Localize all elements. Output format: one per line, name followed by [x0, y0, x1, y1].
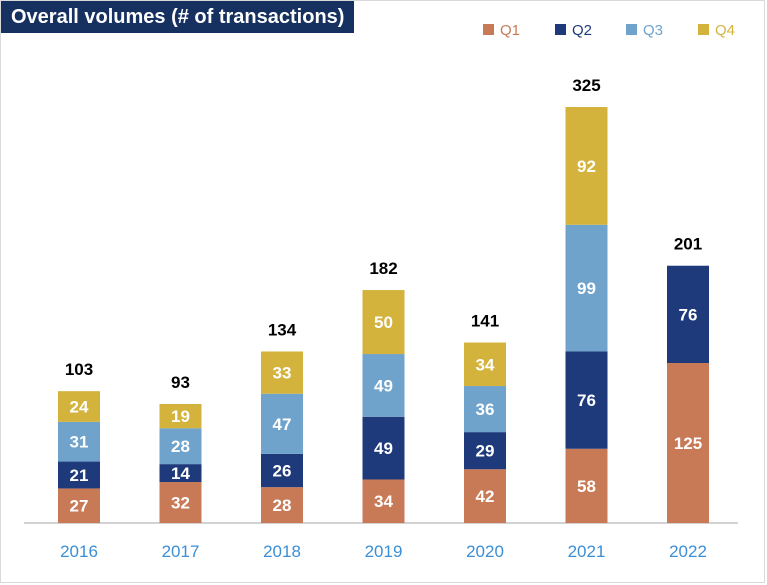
- data-label: 50: [374, 313, 393, 332]
- x-tick-label: 2021: [568, 542, 606, 561]
- bar-segment: [362, 416, 405, 480]
- data-label: 28: [273, 496, 292, 515]
- legend-label: Q2: [572, 22, 592, 39]
- total-label: 93: [171, 373, 190, 392]
- x-tick-label: 2018: [263, 542, 301, 561]
- x-tick-label: 2020: [466, 542, 504, 561]
- bar-segment: [261, 393, 303, 454]
- bar-segment: [58, 421, 100, 462]
- data-label: 24: [70, 398, 89, 417]
- total-label: 182: [369, 259, 397, 278]
- legend-label: Q3: [643, 22, 663, 39]
- data-label: 92: [577, 157, 596, 176]
- bar-segment: [159, 428, 202, 465]
- data-label: 34: [374, 492, 393, 511]
- legend-swatch: [626, 24, 637, 35]
- data-label: 29: [476, 442, 495, 461]
- bar-segment: [565, 107, 608, 225]
- data-label: 21: [70, 466, 89, 485]
- legend-swatch: [698, 24, 709, 35]
- bar-segment: [464, 386, 506, 433]
- data-label: 49: [374, 439, 393, 458]
- bar-segment: [58, 461, 100, 489]
- bar-segment: [159, 464, 202, 483]
- data-label: 36: [476, 400, 495, 419]
- data-label: 49: [374, 376, 393, 395]
- chart-title: Overall volumes (# of transactions): [1, 1, 355, 33]
- data-label: 32: [171, 494, 190, 513]
- bar-segment: [58, 488, 100, 523]
- x-tick-label: 2017: [162, 542, 200, 561]
- legend-label: Q1: [500, 22, 520, 39]
- data-label: 19: [171, 407, 190, 426]
- x-tick-label: 2019: [365, 542, 403, 561]
- total-label: 103: [65, 360, 93, 379]
- data-label: 26: [273, 462, 292, 481]
- bar-segment: [565, 224, 608, 352]
- x-tick-label: 2022: [669, 542, 707, 561]
- data-label: 76: [577, 391, 596, 410]
- legend-swatch: [483, 24, 494, 35]
- total-label: 325: [572, 76, 600, 95]
- x-tick-label: 2016: [60, 542, 98, 561]
- bar-segment: [464, 469, 506, 523]
- data-label: 47: [273, 415, 292, 434]
- bar-segment: [261, 487, 303, 523]
- bar-segment: [362, 290, 405, 355]
- bar-segment: [362, 354, 405, 417]
- bar-segment: [565, 448, 608, 523]
- data-label: 42: [476, 487, 495, 506]
- total-label: 134: [268, 320, 297, 339]
- bar-segment: [159, 403, 202, 429]
- bar-segment: [261, 351, 303, 394]
- data-label: 33: [273, 364, 292, 383]
- data-label: 58: [577, 477, 596, 496]
- data-label: 34: [476, 355, 495, 374]
- bar-segment: [667, 363, 709, 523]
- data-label: 76: [679, 305, 698, 324]
- data-label: 125: [674, 434, 702, 453]
- total-label: 201: [674, 235, 702, 254]
- data-label: 14: [171, 464, 190, 483]
- data-label: 99: [577, 279, 596, 298]
- legend-label: Q4: [715, 22, 735, 39]
- legend-swatch: [555, 24, 566, 35]
- data-label: 27: [70, 497, 89, 516]
- data-label: 28: [171, 437, 190, 456]
- bar-segment: [261, 453, 303, 488]
- bar-segment: [362, 479, 405, 523]
- total-label: 141: [471, 312, 499, 331]
- bar-segment: [667, 265, 709, 363]
- bar-segment: [58, 391, 100, 422]
- bar-segment: [464, 342, 506, 387]
- data-label: 31: [70, 433, 89, 452]
- bar-segment: [464, 432, 506, 470]
- bar-segment: [159, 482, 202, 523]
- bar-segment: [565, 351, 608, 449]
